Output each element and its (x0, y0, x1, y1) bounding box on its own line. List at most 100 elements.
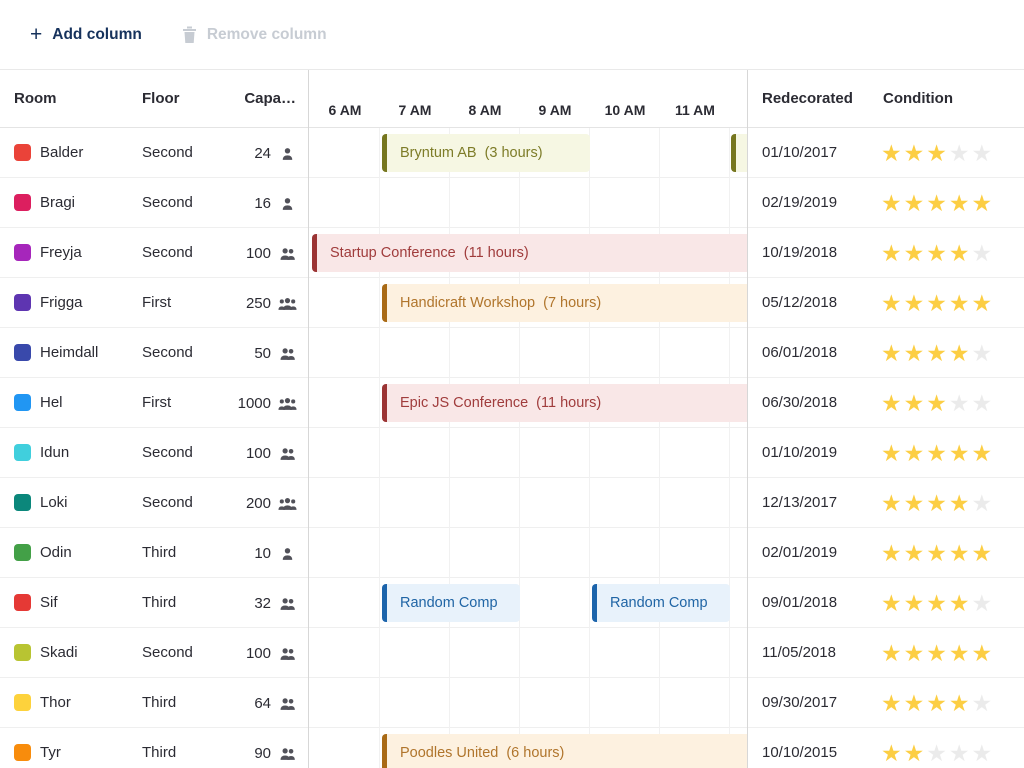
capacity-value: 16 (200, 178, 297, 228)
star-icon: ★ (948, 290, 972, 316)
star-icon: ★ (971, 440, 995, 466)
event-bar-startup-conference[interactable]: Startup Conference (11 hours) (312, 234, 748, 272)
redecorated-date: 02/01/2019 (762, 544, 838, 561)
room-row-thor[interactable]: Thor Third 64 09/30/2017 ★★★★★ (0, 678, 1024, 728)
grid-rows: Balder Second 24 Bryntum AB (3 hours) 01/1… (0, 128, 1024, 768)
schedule-cell[interactable] (310, 628, 748, 678)
room-row-sif[interactable]: Sif Third 32 Random Comp Random Comp 09/01… (0, 578, 1024, 628)
people-icon (282, 197, 293, 210)
event-bar-clipped[interactable] (731, 134, 748, 172)
column-header-floor[interactable]: Floor (142, 90, 180, 107)
star-icon: ★ (948, 390, 972, 416)
room-color-swatch (14, 494, 31, 511)
capacity-value: 10 (200, 528, 297, 578)
room-row-loki[interactable]: Loki Second 200 12/13/2017 ★★★★★ (0, 478, 1024, 528)
redecorated-date: 06/01/2018 (762, 344, 838, 361)
people-icon (278, 297, 297, 310)
room-row-frigga[interactable]: Frigga First 250 Handicraft Workshop (7 ho… (0, 278, 1024, 328)
grid-splitter-left[interactable] (308, 70, 309, 768)
room-row-idun[interactable]: Idun Second 100 01/10/2019 ★★★★★ (0, 428, 1024, 478)
room-name: Balder (40, 144, 84, 161)
star-icon: ★ (971, 190, 995, 216)
star-icon: ★ (903, 490, 927, 516)
star-icon: ★ (881, 690, 904, 716)
room-name: Freyja (40, 244, 82, 261)
people-icon (282, 147, 293, 160)
star-icon: ★ (903, 740, 927, 766)
redecorated-date: 11/05/2018 (762, 644, 836, 661)
schedule-cell[interactable] (310, 528, 748, 578)
rating-stars: ★★★★★ (881, 388, 994, 418)
people-icon (282, 547, 293, 560)
room-row-heimdall[interactable]: Heimdall Second 50 06/01/2018 ★★★★★ (0, 328, 1024, 378)
star-icon: ★ (926, 590, 949, 616)
event-bar-epic-js-conference[interactable]: Epic JS Conference (11 hours) (382, 384, 748, 422)
schedule-cell[interactable]: Random Comp Random Comp (310, 578, 748, 628)
redecorated-date: 05/12/2018 (762, 294, 838, 311)
room-name: Idun (40, 444, 70, 461)
room-name: Hel (40, 394, 63, 411)
star-icon: ★ (948, 190, 972, 216)
schedule-cell[interactable]: Bryntum AB (3 hours) (310, 128, 748, 178)
star-icon: ★ (948, 590, 972, 616)
room-row-freyja[interactable]: Freyja Second 100 Startup Conference (11 h… (0, 228, 1024, 278)
people-icon (280, 647, 295, 660)
room-row-skadi[interactable]: Skadi Second 100 11/05/2018 ★★★★★ (0, 628, 1024, 678)
star-icon: ★ (926, 640, 949, 666)
event-duration: (11 hours) (463, 245, 529, 261)
add-column-button[interactable]: + Add column (30, 24, 142, 45)
column-header-capacity[interactable]: Capa… (244, 90, 296, 107)
grid-splitter-right[interactable] (747, 70, 748, 768)
floor-value: Second (142, 494, 193, 511)
trash-icon (182, 26, 197, 43)
room-name: Skadi (40, 644, 78, 661)
event-duration: (6 hours) (506, 745, 565, 761)
event-label: Poodles United (400, 745, 499, 761)
schedule-cell[interactable]: Startup Conference (11 hours) (310, 228, 748, 278)
event-bar-handicraft-workshop[interactable]: Handicraft Workshop (7 hours) (382, 284, 748, 322)
event-bar-poodles-united[interactable]: Poodles United (6 hours) (382, 734, 748, 768)
schedule-cell[interactable] (310, 678, 748, 728)
star-icon: ★ (881, 440, 904, 466)
room-color-swatch (14, 744, 31, 761)
event-bar-random-comp[interactable]: Random Comp (592, 584, 730, 622)
schedule-cell[interactable]: Poodles United (6 hours) (310, 728, 748, 768)
schedule-cell[interactable] (310, 428, 748, 478)
schedule-cell[interactable]: Epic JS Conference (11 hours) (310, 378, 748, 428)
star-icon: ★ (926, 440, 949, 466)
star-icon: ★ (926, 190, 949, 216)
schedule-cell[interactable] (310, 328, 748, 378)
room-row-hel[interactable]: Hel First 1000 Epic JS Conference (11 hour… (0, 378, 1024, 428)
people-icon (280, 347, 295, 360)
room-name: Thor (40, 694, 71, 711)
schedule-cell[interactable] (310, 478, 748, 528)
event-label: Bryntum AB (400, 145, 477, 161)
event-bar-random-comp[interactable]: Random Comp (382, 584, 520, 622)
star-icon: ★ (881, 490, 904, 516)
star-icon: ★ (971, 140, 995, 166)
schedule-cell[interactable]: Handicraft Workshop (7 hours) (310, 278, 748, 328)
schedule-cell[interactable] (310, 178, 748, 228)
column-header-redecorated[interactable]: Redecorated (762, 90, 853, 107)
room-row-bragi[interactable]: Bragi Second 16 02/19/2019 ★★★★★ (0, 178, 1024, 228)
star-icon: ★ (903, 690, 927, 716)
star-icon: ★ (903, 190, 927, 216)
rating-stars: ★★★★★ (881, 338, 994, 368)
capacity-value: 100 (200, 428, 297, 478)
floor-value: Third (142, 594, 177, 611)
column-header-condition[interactable]: Condition (883, 90, 953, 107)
room-name: Tyr (40, 744, 61, 761)
rating-stars: ★★★★★ (881, 588, 994, 618)
room-color-swatch (14, 394, 31, 411)
star-icon: ★ (881, 590, 904, 616)
redecorated-date: 09/30/2017 (762, 694, 838, 711)
room-row-balder[interactable]: Balder Second 24 Bryntum AB (3 hours) 01/1… (0, 128, 1024, 178)
column-header-room[interactable]: Room (14, 90, 57, 107)
event-label: Handicraft Workshop (400, 295, 536, 311)
grid-header: Room Floor Capa… 6 AM 7 AM 8 AM 9 AM 10 … (0, 70, 1024, 128)
room-row-odin[interactable]: Odin Third 10 02/01/2019 ★★★★★ (0, 528, 1024, 578)
room-row-tyr[interactable]: Tyr Third 90 Poodles United (6 hours) 10/1… (0, 728, 1024, 768)
floor-value: First (142, 294, 172, 311)
star-icon: ★ (948, 240, 972, 266)
event-bar-bryntum-ab[interactable]: Bryntum AB (3 hours) (382, 134, 590, 172)
